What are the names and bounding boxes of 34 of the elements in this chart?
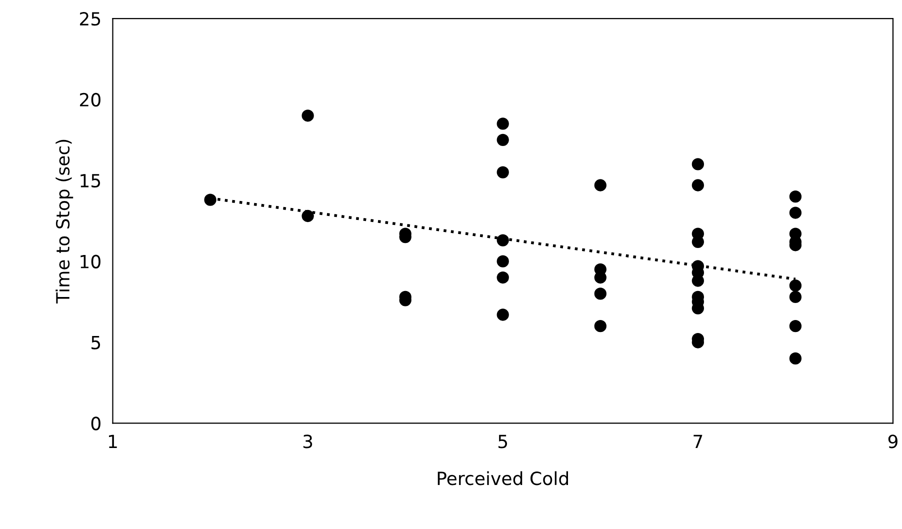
y-tick-label: 25 xyxy=(80,12,100,26)
point xyxy=(496,234,509,246)
y-tick-label: 0 xyxy=(91,416,100,430)
x-tick-label: 3 xyxy=(303,434,312,448)
point xyxy=(594,288,606,300)
point xyxy=(496,166,509,178)
y-tick-label: 20 xyxy=(80,92,100,107)
x-axis-title: Perceived Cold xyxy=(438,471,568,486)
point xyxy=(496,271,509,284)
point xyxy=(789,280,802,292)
point xyxy=(594,320,606,332)
x-tick-label: 7 xyxy=(694,434,702,448)
y-tick-label: 10 xyxy=(80,254,100,268)
y-tick-label: 15 xyxy=(80,174,100,188)
x-tick-label: 9 xyxy=(888,434,898,448)
point xyxy=(302,110,314,122)
point xyxy=(204,194,216,206)
point xyxy=(496,134,509,146)
x-tick-label: 1 xyxy=(108,434,117,448)
y-axis-title: Time to Stop (sec) xyxy=(56,140,74,304)
point xyxy=(789,290,802,304)
point xyxy=(496,118,509,130)
point xyxy=(496,255,509,268)
point xyxy=(594,179,606,192)
point xyxy=(789,320,802,332)
point xyxy=(789,190,802,203)
point xyxy=(302,210,314,222)
point xyxy=(789,206,802,219)
point xyxy=(789,352,802,365)
point xyxy=(692,179,704,192)
point xyxy=(496,308,509,321)
x-tick-label: 5 xyxy=(498,434,508,448)
y-tick-label: 5 xyxy=(92,336,100,350)
point xyxy=(692,158,704,170)
